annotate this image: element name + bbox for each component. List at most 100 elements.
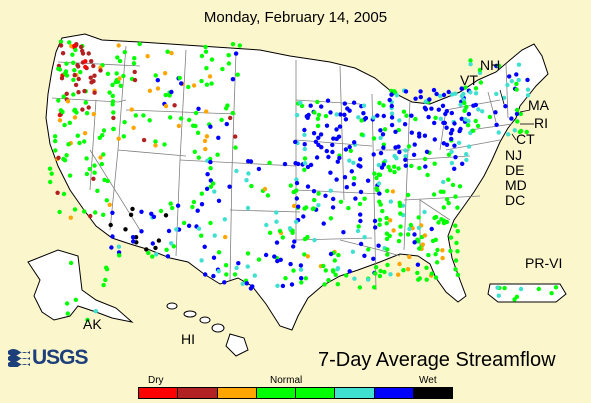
gage-point (441, 220, 447, 226)
gage-point (422, 133, 428, 138)
gage-point (163, 103, 169, 109)
gage-point (450, 127, 455, 133)
gage-point (480, 109, 485, 114)
gage-point (328, 110, 333, 115)
gage-point (512, 297, 517, 302)
gage-point (381, 145, 386, 150)
gage-point (487, 114, 493, 120)
gage-point (429, 226, 434, 232)
gage-point (57, 209, 62, 215)
gage-point (187, 117, 192, 123)
gage-point (66, 142, 71, 147)
gage-point (91, 111, 97, 117)
gage-point (232, 272, 238, 277)
gage-point (154, 252, 159, 257)
gage-point (465, 123, 471, 128)
legend-swatch-5 (296, 388, 336, 398)
gage-point (347, 269, 352, 274)
gage-point (409, 113, 414, 118)
gage-point (358, 212, 363, 217)
gage-point (208, 166, 213, 171)
legend-swatch-1 (139, 388, 179, 398)
gage-point (100, 133, 105, 138)
gage-point (433, 115, 438, 121)
gage-point (449, 136, 454, 142)
gage-point (262, 186, 268, 192)
usgs-logo: USGS (8, 345, 89, 370)
gage-point (323, 113, 329, 119)
gage-point (436, 220, 441, 225)
gage-point (80, 107, 85, 112)
legend-color-bar (138, 387, 453, 399)
gage-point (202, 138, 208, 144)
gage-point (223, 263, 229, 268)
gage-point (95, 188, 100, 193)
gage-point (244, 178, 249, 183)
gage-point (315, 116, 321, 122)
gage-point (449, 110, 454, 116)
gage-point (475, 123, 481, 129)
gage-point (103, 277, 108, 283)
gage-point (178, 116, 184, 121)
gage-point (275, 258, 280, 264)
gage-point (420, 242, 425, 247)
gage-point (207, 74, 213, 79)
gage-point (219, 117, 224, 123)
legend-swatch-2 (178, 388, 218, 398)
gage-point (506, 132, 511, 137)
gage-point (294, 196, 299, 201)
gage-point (392, 164, 397, 169)
gage-point (302, 132, 307, 137)
gage-point (423, 107, 429, 112)
gage-point (133, 113, 138, 118)
gage-point (299, 280, 304, 285)
label-ma: MA (528, 97, 549, 113)
gage-point (244, 281, 249, 286)
gage-point (64, 301, 70, 306)
gage-point (115, 55, 120, 60)
gage-point (453, 258, 459, 263)
gage-point (116, 244, 122, 249)
gage-point (249, 183, 254, 189)
gage-point (216, 250, 222, 255)
gage-point (216, 269, 221, 274)
gage-point (71, 77, 76, 83)
gage-point (123, 227, 128, 232)
gage-point (326, 154, 331, 160)
gage-point (453, 267, 458, 272)
gage-point (357, 285, 363, 290)
gage-point (377, 191, 382, 196)
gage-point (435, 247, 440, 253)
gage-point (108, 222, 113, 228)
gage-point (505, 82, 510, 88)
gage-point (86, 105, 91, 110)
legend-dry-label: Dry (148, 375, 164, 386)
gage-point (311, 206, 316, 211)
gage-point (335, 267, 340, 272)
gage-point (473, 118, 478, 124)
gage-point (512, 128, 517, 133)
gage-point (58, 39, 64, 44)
gage-point (429, 271, 434, 276)
gage-point (509, 79, 514, 84)
gage-point (78, 44, 84, 50)
gage-point (427, 97, 432, 102)
gage-point (298, 100, 303, 106)
gage-point (441, 120, 446, 126)
gage-point (518, 128, 524, 134)
gage-point (150, 241, 155, 246)
gage-point (390, 189, 396, 194)
gage-point (208, 159, 213, 165)
usgs-wave-icon (8, 349, 30, 367)
gage-point (405, 232, 411, 237)
gage-point (454, 240, 459, 246)
gage-point (76, 90, 81, 95)
gage-point (525, 87, 531, 92)
gage-point (245, 264, 250, 269)
gage-point (222, 280, 227, 285)
gage-point (92, 163, 97, 168)
gage-point (334, 136, 339, 141)
gage-point (335, 282, 340, 287)
gage-point (56, 98, 61, 103)
